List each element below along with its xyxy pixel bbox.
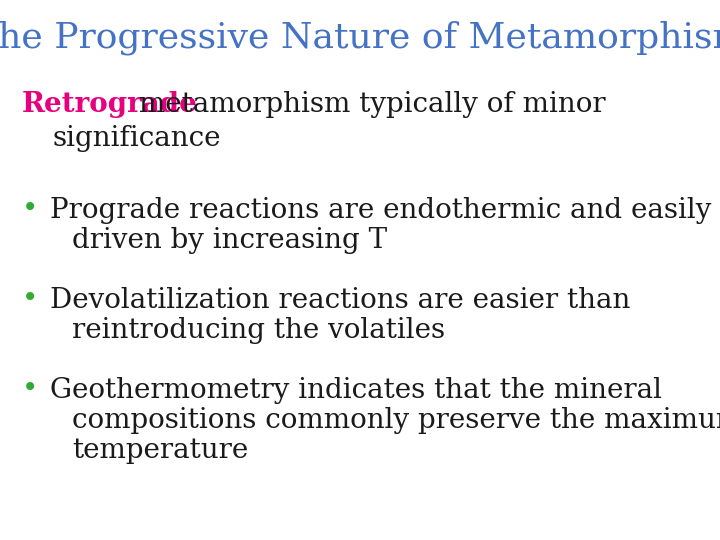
Text: Retrograde: Retrograde: [22, 91, 198, 118]
Text: Prograde reactions are endothermic and easily: Prograde reactions are endothermic and e…: [50, 197, 711, 224]
Text: compositions commonly preserve the maximum: compositions commonly preserve the maxim…: [72, 407, 720, 434]
Text: driven by increasing T: driven by increasing T: [72, 226, 387, 253]
Text: significance: significance: [52, 125, 220, 152]
Text: Geothermometry indicates that the mineral: Geothermometry indicates that the minera…: [50, 376, 662, 403]
Text: •: •: [22, 287, 38, 314]
Text: Devolatilization reactions are easier than: Devolatilization reactions are easier th…: [50, 287, 631, 314]
Text: temperature: temperature: [72, 436, 248, 463]
Text: •: •: [22, 197, 38, 224]
Text: reintroducing the volatiles: reintroducing the volatiles: [72, 316, 445, 343]
Text: The Progressive Nature of Metamorphism: The Progressive Nature of Metamorphism: [0, 21, 720, 55]
Text: •: •: [22, 376, 38, 403]
Text: metamorphism typically of minor: metamorphism typically of minor: [130, 91, 606, 118]
